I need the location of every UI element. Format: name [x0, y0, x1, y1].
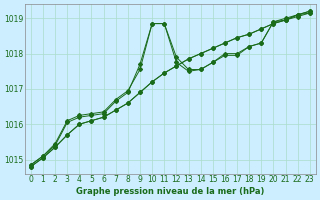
X-axis label: Graphe pression niveau de la mer (hPa): Graphe pression niveau de la mer (hPa): [76, 187, 265, 196]
